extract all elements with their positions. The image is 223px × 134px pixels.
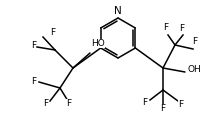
Text: F: F <box>180 24 185 33</box>
Text: F: F <box>160 104 165 113</box>
Text: F: F <box>50 28 56 37</box>
Text: N: N <box>114 7 122 16</box>
Text: F: F <box>31 42 36 51</box>
Text: F: F <box>43 99 49 108</box>
Text: F: F <box>66 99 71 108</box>
Text: F: F <box>178 100 183 109</box>
Text: F: F <box>31 77 36 85</box>
Text: HO: HO <box>91 39 105 48</box>
Text: F: F <box>163 23 169 32</box>
Text: F: F <box>192 37 197 46</box>
Text: F: F <box>142 98 147 107</box>
Text: OH: OH <box>187 66 201 75</box>
